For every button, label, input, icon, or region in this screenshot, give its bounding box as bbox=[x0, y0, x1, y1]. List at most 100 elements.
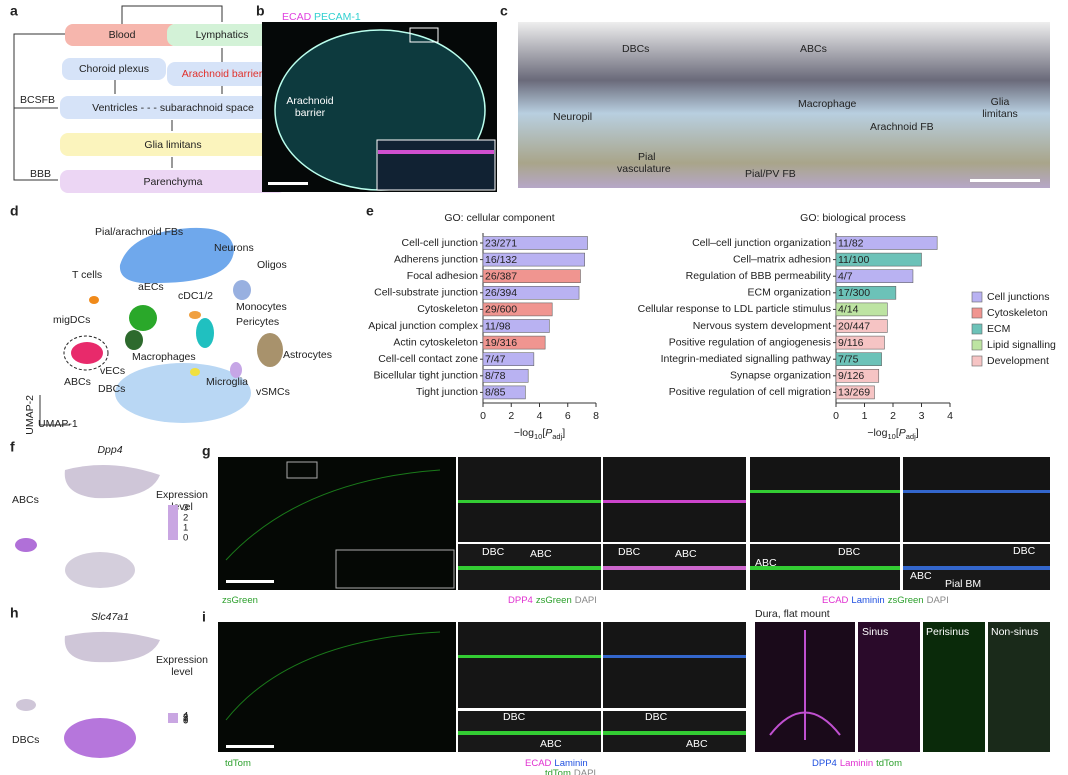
x-axis-label-part: [ bbox=[896, 427, 899, 439]
legend-label: Development bbox=[987, 355, 1049, 367]
scale-tick-label: 2 bbox=[183, 713, 188, 724]
cluster bbox=[189, 311, 201, 319]
caption: DPP4 zsGreen DAPI bbox=[508, 595, 597, 606]
panel-letter: f bbox=[10, 439, 15, 455]
node-label: Lymphatics bbox=[196, 29, 249, 41]
em-label: Pial/PV FB bbox=[745, 168, 796, 180]
cluster-label: Astrocytes bbox=[283, 349, 332, 361]
category-label: Actin cytoskeleton bbox=[393, 336, 478, 348]
bar-label: 9/126 bbox=[838, 370, 864, 382]
legend-title: Expression bbox=[156, 489, 208, 501]
cluster bbox=[71, 342, 103, 364]
annotation: DBCs bbox=[12, 734, 39, 746]
bar-label: 26/387 bbox=[485, 270, 517, 282]
em-label: vasculature bbox=[617, 163, 671, 175]
panel-letter: b bbox=[256, 3, 265, 19]
category-label: Cytoskeleton bbox=[417, 303, 478, 315]
inset-box bbox=[409, 27, 439, 43]
cluster bbox=[196, 318, 214, 348]
em-label: DBCs bbox=[622, 43, 649, 55]
bar-label: 7/47 bbox=[485, 353, 506, 365]
category-label: Bicellular tight junction bbox=[374, 370, 479, 382]
arrow bbox=[121, 5, 223, 24]
x-axis-label-part: 10 bbox=[534, 432, 542, 441]
node-box bbox=[62, 58, 166, 80]
bar bbox=[482, 385, 526, 400]
node-label: Choroid plexus bbox=[79, 63, 149, 75]
category-label: Cell-substrate junction bbox=[374, 287, 478, 299]
cluster-label: Oligos bbox=[257, 259, 287, 271]
category-label: Regulation of BBB permeability bbox=[686, 270, 832, 282]
region-label: Sinus bbox=[862, 626, 888, 638]
node-box bbox=[65, 24, 179, 46]
bar-label: 16/132 bbox=[485, 254, 517, 266]
node-box bbox=[167, 62, 277, 86]
overlay-label: ABC bbox=[755, 557, 777, 569]
x-axis-label-part: adj bbox=[906, 432, 916, 441]
bar bbox=[482, 302, 553, 317]
bar-label: 4/7 bbox=[838, 270, 853, 282]
bar-label: 29/600 bbox=[485, 304, 517, 316]
bar-label: 11/100 bbox=[838, 254, 869, 266]
node-box bbox=[167, 24, 277, 46]
region-label: Perisinus bbox=[926, 626, 969, 638]
cluster bbox=[190, 368, 200, 376]
x-tick-label: 3 bbox=[919, 410, 925, 422]
cluster-label: DBCs bbox=[98, 383, 125, 395]
gene-name: Dpp4 bbox=[97, 444, 122, 456]
color-scale bbox=[168, 505, 178, 540]
scale-tick-label: 1 bbox=[183, 523, 188, 534]
connector bbox=[13, 33, 65, 109]
caption-word: DPP4 bbox=[508, 595, 533, 606]
legend-swatch bbox=[971, 355, 983, 367]
caption: zsGreen bbox=[222, 595, 258, 606]
diagram-a bbox=[13, 5, 223, 181]
cluster-label: Monocytes bbox=[236, 301, 287, 313]
x-tick-label: 4 bbox=[947, 410, 953, 422]
caption: tdTom bbox=[225, 758, 251, 769]
bar-label: 8/85 bbox=[485, 387, 506, 399]
cluster-label: vSMCs bbox=[256, 386, 290, 398]
x-tick-label: 1 bbox=[862, 410, 868, 422]
bar bbox=[482, 252, 585, 267]
bar bbox=[835, 285, 897, 300]
cluster-label: Pericytes bbox=[236, 316, 279, 328]
em-label: Neuropil bbox=[553, 111, 592, 123]
caption-word: tdTom bbox=[225, 758, 251, 769]
gene-name: Slc47a1 bbox=[91, 611, 129, 623]
highlight bbox=[63, 335, 109, 371]
x-axis-label-part: ] bbox=[916, 427, 919, 439]
overlay-label: DBC bbox=[645, 711, 668, 723]
caption-word: DAPI bbox=[574, 768, 596, 775]
x-tick-label: 0 bbox=[480, 410, 486, 422]
bar bbox=[835, 335, 885, 350]
scale-bar bbox=[970, 179, 1040, 182]
bar bbox=[482, 285, 580, 300]
legend-swatch bbox=[971, 339, 983, 351]
x-axis-label: −log10[Padj] bbox=[514, 427, 565, 442]
bar-label: 11/82 bbox=[838, 237, 864, 249]
cluster-label: Neurons bbox=[214, 242, 254, 254]
scale-tick-label: 0 bbox=[183, 533, 188, 544]
umap bbox=[39, 227, 283, 426]
bar bbox=[835, 385, 875, 400]
cluster bbox=[257, 333, 283, 367]
node-label: Glia limitans bbox=[144, 139, 201, 151]
bar bbox=[835, 252, 922, 267]
node-box bbox=[60, 96, 286, 119]
bar bbox=[482, 352, 535, 367]
bar bbox=[835, 368, 880, 383]
bar bbox=[835, 319, 888, 333]
category-label: Tight junction bbox=[416, 386, 478, 398]
legend-swatch bbox=[971, 323, 983, 335]
overlay-label: DBC bbox=[482, 546, 505, 558]
bar-label: 11/98 bbox=[485, 320, 511, 332]
bar bbox=[482, 368, 529, 383]
category-label: Focal adhesion bbox=[407, 270, 478, 282]
caption: ECAD Laminin bbox=[525, 758, 588, 769]
category-label: Integrin-mediated signalling pathway bbox=[661, 353, 832, 365]
chart-title: GO: biological process bbox=[800, 212, 906, 224]
bar bbox=[835, 269, 914, 284]
overlay-label: DBC bbox=[503, 711, 526, 723]
color-scale bbox=[168, 713, 178, 723]
